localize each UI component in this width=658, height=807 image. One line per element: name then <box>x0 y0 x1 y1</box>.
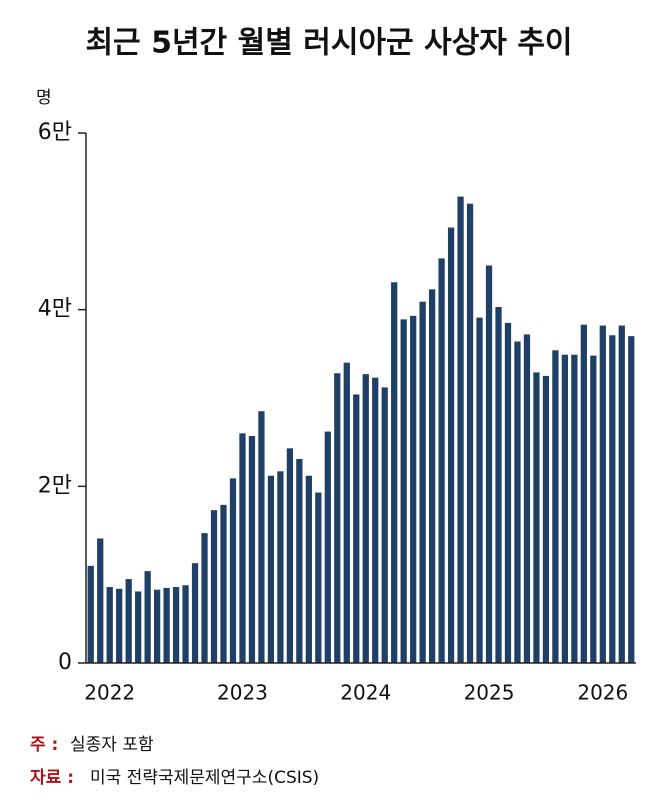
bar <box>334 373 341 663</box>
bar <box>87 565 94 663</box>
bar <box>239 433 246 663</box>
bar <box>191 563 199 663</box>
bar <box>315 492 322 663</box>
x-tick-label: 2025 <box>464 681 515 705</box>
bar <box>476 317 483 663</box>
bar <box>485 265 493 663</box>
bar <box>495 307 502 663</box>
bar <box>144 571 151 663</box>
bar <box>135 591 142 663</box>
bar <box>172 587 180 663</box>
bar <box>163 587 170 663</box>
bar <box>391 282 398 663</box>
bar <box>609 335 616 663</box>
bar <box>343 362 350 663</box>
bar <box>580 324 587 663</box>
x-tick-label: 2024 <box>340 681 391 705</box>
bar <box>599 325 606 663</box>
source-text: 미국 전략국제문제연구소(CSIS) <box>90 768 319 788</box>
bar <box>125 579 132 663</box>
bar <box>372 377 379 663</box>
bar <box>258 411 265 663</box>
bar <box>400 319 407 663</box>
bar <box>305 475 312 663</box>
bar <box>201 533 208 663</box>
x-tick-label: 2022 <box>84 681 135 705</box>
bar <box>410 315 417 663</box>
bar <box>438 258 445 663</box>
bar <box>504 322 512 663</box>
bar <box>116 588 123 663</box>
bar <box>229 478 237 663</box>
bar <box>533 372 540 663</box>
bar <box>628 336 635 663</box>
bar <box>447 227 455 663</box>
bar <box>457 196 464 663</box>
bar <box>153 589 161 663</box>
y-tick-label: 2만 <box>38 473 72 498</box>
bar <box>590 355 597 663</box>
bar <box>97 538 104 663</box>
bar <box>618 325 625 663</box>
y-tick-label: 4만 <box>38 297 72 322</box>
bar <box>106 587 113 663</box>
bar <box>552 350 559 663</box>
bar <box>561 354 569 663</box>
bar <box>210 510 218 663</box>
bar <box>182 585 189 663</box>
x-tick-label: 2023 <box>217 681 268 705</box>
bar <box>267 475 275 663</box>
chart-title: 최근 5년간 월별 러시아군 사상자 추이 <box>85 26 572 61</box>
y-tick-label: 6만 <box>38 120 72 145</box>
bar <box>466 203 474 663</box>
bar <box>381 387 388 663</box>
bar <box>220 504 227 663</box>
source-prefix: 자료 : <box>30 768 74 788</box>
y-unit: 명 <box>36 88 52 108</box>
bar <box>428 289 436 663</box>
note-prefix: 주 : <box>30 735 58 755</box>
y-tick-label: 0 <box>58 650 72 675</box>
bar <box>296 458 303 663</box>
bar <box>419 301 426 663</box>
bar <box>277 471 284 663</box>
bar <box>248 435 256 663</box>
bar <box>362 374 369 663</box>
bar <box>514 341 521 663</box>
bar <box>523 334 531 663</box>
note-text: 실종자 포함 <box>70 735 154 755</box>
bar <box>286 448 294 663</box>
bar <box>324 431 331 663</box>
bar <box>353 394 360 663</box>
bar <box>571 354 578 663</box>
x-tick-label: 2026 <box>577 681 628 705</box>
bar <box>542 375 550 663</box>
